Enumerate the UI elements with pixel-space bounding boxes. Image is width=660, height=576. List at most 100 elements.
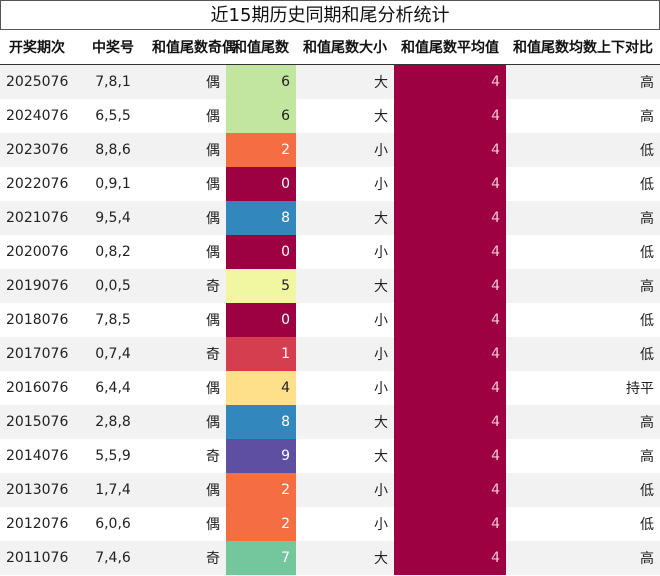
table-row: 2021076 9,5,4 偶 8 大 4 高 bbox=[0, 200, 660, 235]
table-row: 2012076 6,0,6 偶 2 小 4 低 bbox=[0, 506, 660, 541]
cell-issue: 2012076 bbox=[0, 506, 74, 541]
cell-tail: 6 bbox=[226, 64, 296, 99]
cell-parity: 偶 bbox=[152, 404, 226, 439]
table-row: 2017076 0,7,4 奇 1 小 4 低 bbox=[0, 336, 660, 371]
cell-avg: 4 bbox=[394, 404, 506, 439]
cell-numbers: 0,7,4 bbox=[74, 336, 152, 371]
cell-numbers: 6,4,4 bbox=[74, 370, 152, 405]
cell-issue: 2023076 bbox=[0, 132, 74, 167]
cell-avg: 4 bbox=[394, 200, 506, 235]
cell-compare: 高 bbox=[506, 200, 660, 235]
cell-avg: 4 bbox=[394, 132, 506, 167]
cell-avg: 4 bbox=[394, 64, 506, 99]
table-row: 2018076 7,8,5 偶 0 小 4 低 bbox=[0, 302, 660, 337]
cell-numbers: 7,4,6 bbox=[74, 540, 152, 575]
cell-tail: 1 bbox=[226, 336, 296, 371]
cell-compare: 低 bbox=[506, 302, 660, 337]
cell-tail: 5 bbox=[226, 268, 296, 303]
cell-numbers: 8,8,6 bbox=[74, 132, 152, 167]
cell-size: 大 bbox=[296, 268, 394, 303]
cell-tail: 8 bbox=[226, 404, 296, 439]
header-parity: 和值尾数奇偶 bbox=[152, 30, 236, 65]
cell-compare: 高 bbox=[506, 404, 660, 439]
stats-table: 开奖期次 中奖号 和值尾数奇偶 和值尾数 和值尾数大小 和值尾数平均值 和值尾数… bbox=[0, 30, 660, 575]
header-avg: 和值尾数平均值 bbox=[394, 30, 506, 65]
table-row: 2022076 0,9,1 偶 0 小 4 低 bbox=[0, 166, 660, 201]
cell-avg: 4 bbox=[394, 472, 506, 507]
cell-issue: 2018076 bbox=[0, 302, 74, 337]
cell-parity: 偶 bbox=[152, 132, 226, 167]
cell-parity: 奇 bbox=[152, 540, 226, 575]
cell-compare: 低 bbox=[506, 336, 660, 371]
cell-compare: 高 bbox=[506, 64, 660, 99]
cell-tail: 4 bbox=[226, 370, 296, 405]
cell-numbers: 6,0,6 bbox=[74, 506, 152, 541]
cell-avg: 4 bbox=[394, 370, 506, 405]
cell-numbers: 1,7,4 bbox=[74, 472, 152, 507]
cell-compare: 高 bbox=[506, 540, 660, 575]
table-row: 2020076 0,8,2 偶 0 小 4 低 bbox=[0, 234, 660, 269]
cell-compare: 低 bbox=[506, 234, 660, 269]
cell-issue: 2015076 bbox=[0, 404, 74, 439]
cell-parity: 奇 bbox=[152, 438, 226, 473]
cell-parity: 偶 bbox=[152, 302, 226, 337]
cell-issue: 2021076 bbox=[0, 200, 74, 235]
cell-parity: 偶 bbox=[152, 200, 226, 235]
header-numbers: 中奖号 bbox=[74, 30, 152, 65]
cell-size: 小 bbox=[296, 166, 394, 201]
cell-parity: 偶 bbox=[152, 64, 226, 99]
cell-size: 小 bbox=[296, 370, 394, 405]
cell-issue: 2014076 bbox=[0, 438, 74, 473]
cell-compare: 持平 bbox=[506, 370, 660, 405]
table-row: 2024076 6,5,5 偶 6 大 4 高 bbox=[0, 98, 660, 133]
page-title: 近15期历史同期和尾分析统计 bbox=[0, 0, 660, 30]
cell-compare: 高 bbox=[506, 98, 660, 133]
cell-size: 大 bbox=[296, 540, 394, 575]
cell-parity: 奇 bbox=[152, 336, 226, 371]
cell-avg: 4 bbox=[394, 302, 506, 337]
cell-avg: 4 bbox=[394, 268, 506, 303]
cell-tail: 7 bbox=[226, 540, 296, 575]
header-tail: 和值尾数 bbox=[226, 30, 296, 65]
header-size: 和值尾数大小 bbox=[296, 30, 394, 65]
cell-avg: 4 bbox=[394, 166, 506, 201]
cell-tail: 0 bbox=[226, 166, 296, 201]
table-row: 2023076 8,8,6 偶 2 小 4 低 bbox=[0, 132, 660, 167]
cell-size: 大 bbox=[296, 200, 394, 235]
cell-size: 小 bbox=[296, 234, 394, 269]
cell-numbers: 7,8,5 bbox=[74, 302, 152, 337]
cell-parity: 奇 bbox=[152, 268, 226, 303]
cell-tail: 0 bbox=[226, 302, 296, 337]
cell-tail: 2 bbox=[226, 506, 296, 541]
table-row: 2025076 7,8,1 偶 6 大 4 高 bbox=[0, 64, 660, 99]
cell-compare: 低 bbox=[506, 506, 660, 541]
cell-avg: 4 bbox=[394, 336, 506, 371]
cell-size: 大 bbox=[296, 64, 394, 99]
cell-size: 小 bbox=[296, 302, 394, 337]
cell-size: 小 bbox=[296, 472, 394, 507]
cell-size: 大 bbox=[296, 438, 394, 473]
cell-tail: 9 bbox=[226, 438, 296, 473]
cell-parity: 偶 bbox=[152, 472, 226, 507]
table-row: 2015076 2,8,8 偶 8 大 4 高 bbox=[0, 404, 660, 439]
cell-size: 小 bbox=[296, 506, 394, 541]
cell-tail: 2 bbox=[226, 472, 296, 507]
cell-numbers: 9,5,4 bbox=[74, 200, 152, 235]
cell-parity: 偶 bbox=[152, 166, 226, 201]
cell-numbers: 0,9,1 bbox=[74, 166, 152, 201]
cell-issue: 2020076 bbox=[0, 234, 74, 269]
header-compare: 和值尾数均数上下对比 bbox=[506, 30, 660, 65]
cell-compare: 高 bbox=[506, 268, 660, 303]
cell-issue: 2024076 bbox=[0, 98, 74, 133]
cell-compare: 低 bbox=[506, 132, 660, 167]
cell-size: 大 bbox=[296, 98, 394, 133]
cell-size: 小 bbox=[296, 336, 394, 371]
table-header-row: 开奖期次 中奖号 和值尾数奇偶 和值尾数 和值尾数大小 和值尾数平均值 和值尾数… bbox=[0, 30, 660, 65]
cell-issue: 2017076 bbox=[0, 336, 74, 371]
cell-issue: 2016076 bbox=[0, 370, 74, 405]
cell-parity: 偶 bbox=[152, 98, 226, 133]
cell-issue: 2022076 bbox=[0, 166, 74, 201]
cell-numbers: 7,8,1 bbox=[74, 64, 152, 99]
table-row: 2016076 6,4,4 偶 4 小 4 持平 bbox=[0, 370, 660, 405]
